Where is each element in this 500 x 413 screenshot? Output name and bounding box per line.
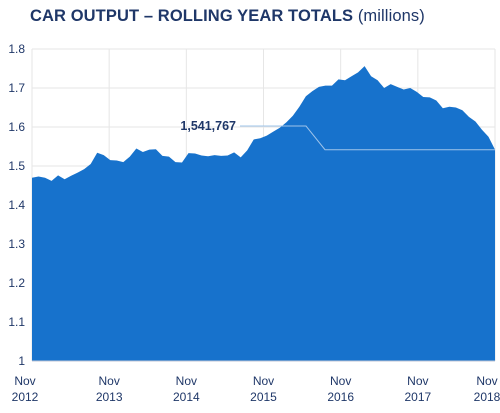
x-tick-label-year: 2017	[404, 390, 431, 404]
x-tick-label-year: 2016	[327, 390, 354, 404]
y-tick-label: 1.7	[8, 81, 25, 95]
annotation-label: 1,541,767	[180, 119, 236, 133]
x-tick-label-year: 2015	[250, 390, 277, 404]
x-tick-label-month: Nov	[407, 374, 428, 388]
x-tick-label-month: Nov	[476, 374, 497, 388]
x-tick-label-month: Nov	[98, 374, 119, 388]
chart-title-unit: (millions)	[357, 7, 425, 25]
chart-title: CAR OUTPUT – ROLLING YEAR TOTALS (millio…	[30, 7, 425, 26]
y-tick-label: 1.1	[8, 315, 25, 329]
x-tick-label-month: Nov	[330, 374, 351, 388]
x-tick-label-month: Nov	[253, 374, 274, 388]
x-tick-label-month: Nov	[176, 374, 197, 388]
x-tick-label-month: Nov	[14, 374, 35, 388]
annotation-leader-line	[240, 125, 495, 151]
y-tick-label: 1.8	[8, 42, 25, 56]
chart-title-text: CAR OUTPUT – ROLLING YEAR TOTALS	[30, 7, 354, 25]
y-tick-label: 1.2	[8, 276, 25, 290]
y-tick-label: 1	[18, 354, 25, 368]
x-tick-label-year: 2012	[12, 390, 39, 404]
y-tick-label: 1.3	[8, 237, 25, 251]
y-tick-label: 1.6	[8, 120, 25, 134]
x-tick-label-year: 2018	[474, 390, 500, 404]
x-tick-label-year: 2013	[96, 390, 123, 404]
y-tick-label: 1.4	[8, 198, 25, 212]
y-tick-label: 1.5	[8, 159, 25, 173]
series-area	[32, 66, 495, 361]
x-tick-label-year: 2014	[173, 390, 200, 404]
